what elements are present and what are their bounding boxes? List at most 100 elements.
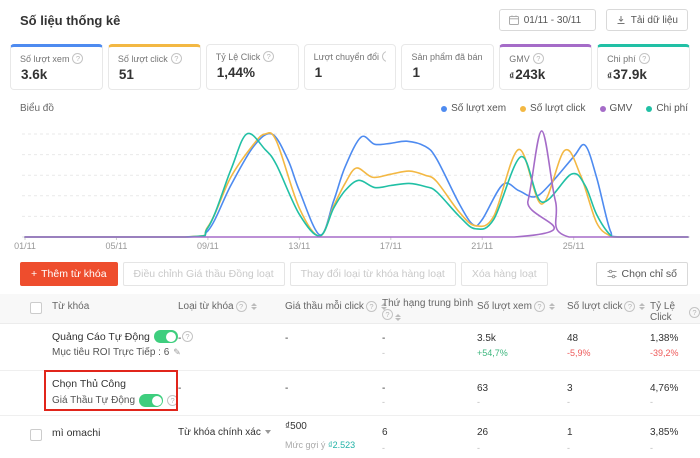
legend-dot-icon [646,105,653,112]
keyword-toolbar: + Thêm từ khóa Điều chỉnh Giá thầu Đồng … [20,262,688,286]
help-icon[interactable]: ? [167,395,179,406]
add-keyword-button[interactable]: + Thêm từ khóa [20,262,118,286]
date-range-picker[interactable]: 01/11 - 30/11 [498,9,596,31]
cell-keyword-type: - [178,333,182,344]
bulk-change-keyword-type-button[interactable]: Thay đổi loại từ khóa hàng loạt [289,262,456,286]
card-so-luot-xem[interactable]: Số lượt xem? 3.6k [10,44,103,90]
legend-dot-icon [599,105,606,112]
help-icon[interactable]: ? [181,331,193,342]
legend-dot-icon [441,105,448,112]
help-icon[interactable]: ? [532,53,544,64]
legend-gmv[interactable]: GMV [599,103,632,114]
x-tick-label: 01/11 [14,241,36,251]
cell-avg-rank-change: - [382,397,385,407]
cell-impressions: 63 [477,383,489,394]
card-label: Số lượt click [117,53,168,64]
sort-icon[interactable] [639,303,646,310]
row-subtitle: Mục tiêu ROI Trực Tiếp : 6 ✎ [52,347,181,358]
auto-bid-toggle[interactable] [139,394,164,407]
cell-clicks-change: - [567,397,570,407]
table-row-auto-ads[interactable]: Quảng Cáo Tự Động ? Mục tiêu ROI Trực Ti… [0,324,700,371]
cell-keyword-type: - [178,383,182,394]
help-icon[interactable]: ? [624,301,636,312]
card-value: ₫243k [509,67,546,82]
cell-clicks-change: -5,9% [567,348,591,358]
cell-clicks: 1 [567,427,573,438]
auto-ads-toggle[interactable] [153,330,178,343]
chart-canvas [22,130,690,240]
bulk-adjust-bid-button[interactable]: Điều chỉnh Giá thầu Đồng loạt [122,262,285,286]
calendar-icon [508,15,519,25]
card-value: 1 [412,65,420,80]
cell-clicks: 48 [567,333,579,344]
legend-dot-icon [520,105,527,112]
page-header: Số liệu thống kê 01/11 - 30/11 Tải dữ li… [20,8,688,32]
cell-ctr-change: - [650,397,653,407]
cell-impressions-change: - [477,397,480,407]
sort-icon[interactable] [548,303,555,310]
choose-metrics-button[interactable]: Chọn chỉ số [595,262,688,286]
col-loai-tu-khoa: Loại từ khóa? [178,301,257,312]
cell-impressions: 3.5k [477,333,496,344]
x-tick-label: 09/11 [196,241,219,251]
row-checkbox[interactable] [30,429,42,441]
table-row-manual-selection[interactable]: Chọn Thủ Công Giá Thầu Tự Động ? - - - -… [0,371,700,416]
card-chi-phi[interactable]: Chi phí? ₫37.9k [597,44,691,90]
help-icon[interactable]: ? [263,51,275,62]
cell-bid[interactable]: ₫500 [285,421,307,432]
help-icon[interactable]: ? [382,51,387,62]
bulk-delete-button[interactable]: Xóa hàng loạt [460,262,548,286]
legend-chi-phi[interactable]: Chi phí [646,103,688,114]
legend-so-luot-xem[interactable]: Số lượt xem [441,103,506,114]
col-thu-hang-trung-binh: Thứ hạng trung bình ? [382,298,474,321]
cell-impressions-change: +54,7% [477,348,508,358]
card-gmv[interactable]: GMV? ₫243k [499,44,593,90]
select-all-checkbox[interactable] [30,302,42,314]
help-icon[interactable]: ? [170,53,182,64]
download-data-button[interactable]: Tải dữ liệu [605,9,688,31]
chart-x-axis: 01/11 05/11 09/11 13/11 17/11 21/11 25/1… [0,241,700,253]
sliders-icon [607,269,617,279]
col-gia-thau-moi-click: Giá thầu mỗi click? [285,301,387,312]
card-luot-chuyen-doi[interactable]: Lượt chuyển đổi? 1 [303,44,397,90]
col-so-luot-xem: Số lượt xem? [477,301,555,312]
help-icon[interactable]: ? [365,301,377,312]
sort-icon[interactable] [380,303,387,310]
card-san-pham-da-ban[interactable]: Sản phẩm đã bán? 1 [401,44,495,90]
row-subtitle: Giá Thầu Tự Động ? [52,394,179,407]
date-range-value: 01/11 - 30/11 [523,14,582,26]
help-icon[interactable]: ? [638,53,650,64]
cell-avg-rank: - [382,333,386,344]
cell-avg-rank-change: - [382,443,385,453]
card-ty-le-click[interactable]: Tỷ Lệ Click? 1,44% [205,44,299,90]
page-title: Số liệu thống kê [20,12,121,28]
help-icon[interactable]: ? [533,301,545,312]
col-so-luot-click: Số lượt click? [567,301,646,312]
col-tu-khoa: Từ khóa [52,301,90,312]
table-header-row: Từ khóa Loại từ khóa? Giá thầu mỗi click… [0,294,700,324]
help-icon[interactable]: ? [235,301,247,312]
cell-ctr-change: -39,2% [650,348,679,358]
keyword-table: Từ khóa Loại từ khóa? Giá thầu mỗi click… [0,294,700,458]
sort-icon[interactable] [250,303,257,310]
help-icon[interactable]: ? [382,309,393,320]
chart-section-label: Biểu đồ [20,103,54,114]
card-value: 1 [314,65,323,80]
card-so-luot-click[interactable]: Số lượt click? 51 [107,44,201,90]
help-icon[interactable]: ? [689,306,700,318]
cell-clicks-change: - [567,443,570,453]
card-label: Lượt chuyển đổi [313,51,380,62]
cell-avg-rank: - [382,383,386,394]
sort-icon[interactable] [395,314,401,321]
row-title: Chọn Thủ Công [52,378,126,390]
help-icon[interactable]: ? [72,53,84,64]
x-tick-label: 25/11 [562,241,585,251]
cell-avg-rank-change: - [382,348,385,358]
edit-icon[interactable]: ✎ [173,347,181,357]
table-row-keyword[interactable]: mì omachi Từ khóa chính xác ₫500 Mức gợi… [0,416,700,458]
card-value: 1,44% [216,65,255,80]
legend-so-luot-click[interactable]: Số lượt click [520,103,586,114]
keyword-type-dropdown[interactable]: Từ khóa chính xác [178,427,271,438]
x-tick-label: 17/11 [379,241,402,251]
